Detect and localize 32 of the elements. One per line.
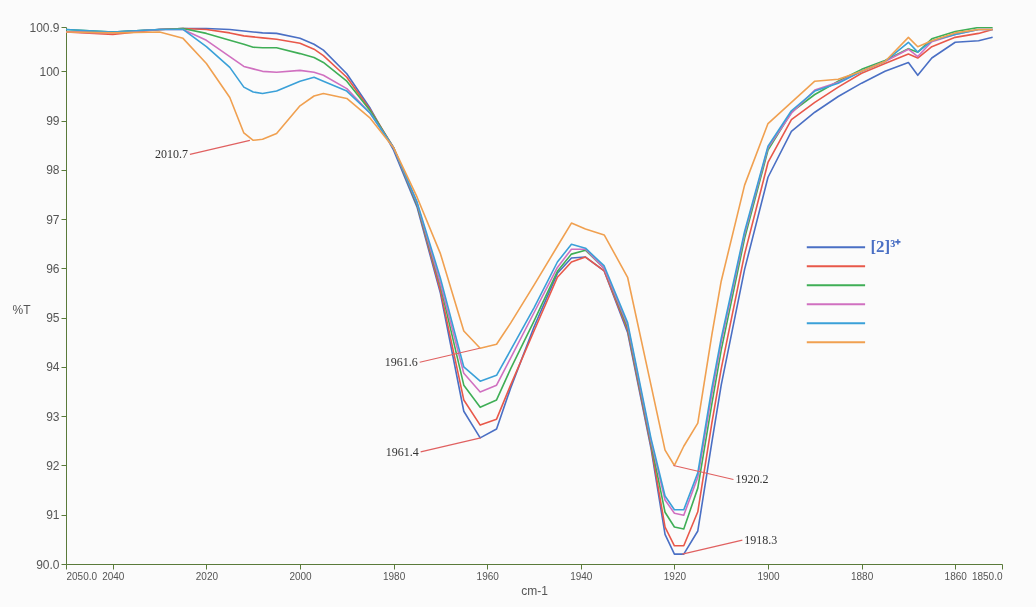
x-tick-label: 2000 [289, 570, 313, 582]
legend-label: [2]³⁺ [870, 237, 902, 257]
x-axis-title: cm-1 [521, 583, 549, 598]
annotation: 2010.7 [154, 147, 188, 162]
x-tick-label: 1900 [757, 570, 781, 582]
y-tick-label: 93 [46, 409, 60, 424]
y-tick-label: 99 [46, 114, 60, 129]
x-tick-label: 1920 [663, 570, 687, 582]
x-tick-label: 1980 [382, 570, 406, 582]
y-tick-label: 91 [46, 508, 60, 523]
x-tick-label: 1960 [476, 570, 500, 582]
annotation: 1961.6 [384, 355, 418, 370]
x-tick-label: 1860 [944, 570, 968, 582]
y-tick-label: 90.0 [36, 557, 60, 572]
annotation: 1920.2 [735, 472, 769, 487]
y-tick-label: 100 [39, 64, 60, 79]
x-tick-label: 2040 [102, 570, 125, 582]
annotation: 1961.4 [385, 444, 419, 459]
y-tick-label: 98 [46, 163, 60, 178]
y-tick-label: 94 [46, 360, 60, 375]
y-tick-label: 97 [46, 212, 60, 227]
y-axis-title: %T [12, 303, 32, 318]
x-tick-label: 1940 [570, 570, 593, 582]
x-tick-label: 2050.0 [66, 570, 98, 582]
x-tick-label: 2020 [195, 570, 219, 582]
x-tick-label: 1880 [850, 570, 874, 582]
y-tick-label: 96 [46, 261, 60, 276]
annotation: 1918.3 [744, 533, 778, 548]
y-tick-label: 92 [46, 458, 60, 473]
y-tick-label: 95 [46, 311, 60, 326]
y-tick-label: 100.9 [29, 20, 60, 35]
x-tick-label: 1850.0 [971, 570, 1003, 582]
